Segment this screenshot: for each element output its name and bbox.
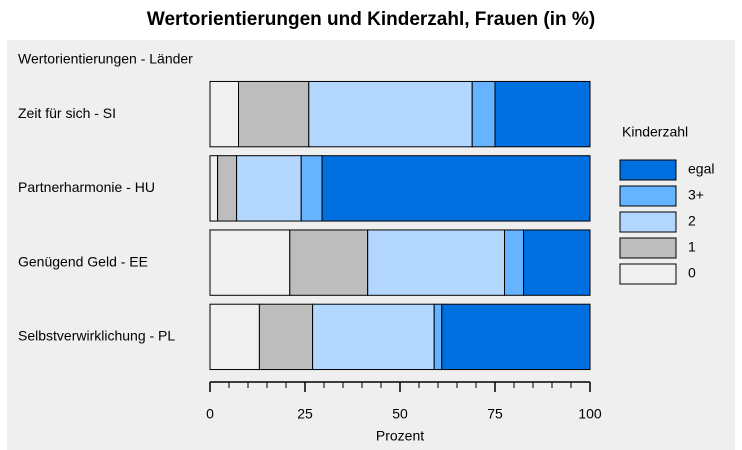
y-tick-label: Zeit für sich - SI	[18, 105, 116, 121]
legend-swatch	[619, 211, 677, 233]
subtitle: Wertorientierungen - Länder	[18, 51, 193, 67]
bar-segment	[471, 80, 496, 148]
bar-segment	[441, 303, 591, 371]
chart-title: Wertorientierungen und Kinderzahl, Fraue…	[147, 9, 595, 30]
bar-segment	[258, 303, 314, 371]
legend-swatch	[619, 263, 677, 285]
bar-segment	[217, 155, 238, 222]
legend-label: 3+	[688, 187, 704, 203]
bar-segment	[300, 155, 323, 222]
bar-segment	[504, 229, 524, 296]
bar-segment	[238, 80, 310, 148]
x-tick-label: 50	[392, 406, 408, 422]
bar-segment	[209, 155, 219, 222]
bar-segment	[494, 80, 591, 148]
y-tick-label: Genügend Geld - EE	[18, 253, 148, 269]
bar-segment	[236, 155, 302, 222]
bar-segment	[289, 229, 369, 296]
legend-title: Kinderzahl	[622, 124, 688, 140]
bar-segment	[312, 303, 435, 371]
bar-segment	[209, 229, 291, 296]
bar-segment	[209, 303, 260, 371]
bar-segment	[523, 229, 591, 296]
legend-label: egal	[688, 161, 714, 177]
legend-label: 2	[688, 213, 696, 229]
legend-label: 1	[688, 239, 696, 255]
legend-label: 0	[688, 265, 696, 281]
legend-swatch	[619, 159, 677, 181]
x-tick-label: 100	[578, 406, 602, 422]
bar-segment	[321, 155, 591, 222]
bar-segment	[209, 80, 239, 148]
x-tick-label: 0	[206, 406, 214, 422]
x-tick-label: 25	[297, 406, 313, 422]
bar-segment	[308, 80, 473, 148]
x-tick-label: 75	[487, 406, 503, 422]
y-tick-label: Selbstverwirklichung - PL	[18, 328, 175, 344]
y-tick-label: Partnerharmonie - HU	[18, 179, 155, 195]
bar-segment	[367, 229, 506, 296]
x-axis-label: Prozent	[376, 428, 424, 444]
bar-segment	[433, 303, 443, 371]
legend-swatch	[619, 185, 677, 207]
legend-swatch	[619, 237, 677, 259]
